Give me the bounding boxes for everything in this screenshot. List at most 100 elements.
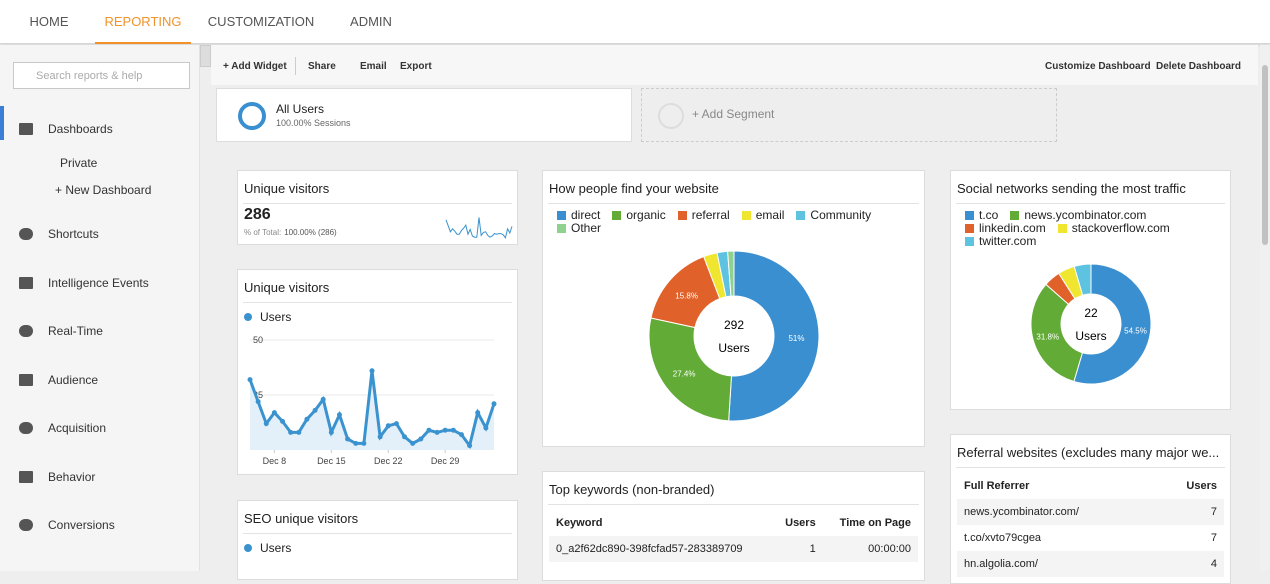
toolbar: + Add Widget Share Email Export Customize Da… bbox=[211, 45, 1258, 85]
sidebar-item[interactable]: Conversions bbox=[48, 518, 115, 532]
legend-item: referral bbox=[677, 209, 730, 222]
donut-slice bbox=[727, 250, 735, 297]
legend-swatch bbox=[1057, 224, 1067, 233]
sidebar-item[interactable]: Behavior bbox=[48, 470, 96, 484]
sidebar-item[interactable]: Dashboards bbox=[48, 122, 113, 136]
point bbox=[304, 416, 310, 422]
nav-tab[interactable]: REPORTING bbox=[95, 0, 191, 44]
point bbox=[336, 412, 342, 418]
search-box[interactable]: Search reports & help bbox=[13, 62, 190, 89]
slice-label: 54.5% bbox=[1124, 326, 1147, 335]
widget: Unique visitors 286 % of Total: 100.00% (28… bbox=[237, 170, 518, 245]
sidebar-subitem[interactable]: + New Dashboard bbox=[55, 183, 152, 197]
add-segment-label: + Add Segment bbox=[692, 107, 775, 121]
legend-swatch bbox=[1010, 211, 1020, 220]
donut-slice bbox=[1030, 283, 1084, 383]
column-header: Time on Page bbox=[839, 517, 911, 529]
toolbar-button[interactable]: Share bbox=[308, 61, 336, 72]
legend-label: twitter.com bbox=[979, 234, 1037, 248]
table-cell: 4 bbox=[1210, 558, 1217, 570]
table-cell: 7 bbox=[1210, 532, 1217, 544]
sidebar-subitem[interactable]: Private bbox=[60, 156, 98, 170]
point bbox=[458, 432, 464, 438]
nav-icon bbox=[19, 277, 33, 289]
column-header: Users bbox=[785, 517, 816, 529]
toolbar-button[interactable]: Delete Dashboard bbox=[1156, 61, 1242, 72]
toolbar-button[interactable]: + Add Widget bbox=[223, 61, 287, 72]
nav-icon bbox=[19, 325, 33, 337]
point bbox=[345, 436, 351, 442]
point bbox=[385, 423, 391, 429]
segment-label: All Users bbox=[276, 102, 325, 116]
point bbox=[442, 427, 448, 433]
point bbox=[288, 429, 294, 435]
center-value: 292 bbox=[724, 318, 744, 332]
legend-dot bbox=[244, 544, 252, 552]
table-row: 0_a2f62dc890-398fcfad57-283389709 1 00:00:… bbox=[549, 536, 918, 562]
nav-tab[interactable]: CUSTOMIZATION bbox=[207, 14, 315, 29]
legend-label: t.co bbox=[979, 208, 999, 222]
legend-label: Users bbox=[260, 541, 292, 555]
sparkline bbox=[445, 217, 513, 239]
slice-label: 31.8% bbox=[1036, 332, 1059, 341]
nav-tab[interactable]: ADMIN bbox=[350, 14, 392, 29]
title-rule bbox=[956, 203, 1225, 204]
widget-title: SEO unique visitors bbox=[244, 511, 359, 526]
legend-item: organic bbox=[612, 208, 666, 222]
point bbox=[320, 396, 326, 402]
legend-item: Other bbox=[557, 222, 601, 235]
table-cell: 0_a2f62dc890-398fcfad57-283389709 bbox=[556, 543, 743, 555]
point bbox=[361, 440, 367, 446]
widget: SEO unique visitors Users bbox=[237, 500, 518, 580]
data-table: Full Referrer Users news.ycombinator.com/7… bbox=[957, 473, 1224, 577]
x-tick-label: Dec 29 bbox=[431, 456, 460, 466]
slice-label: 27.4% bbox=[673, 370, 696, 379]
table-row: news.ycombinator.com/7 bbox=[957, 499, 1224, 525]
title-rule bbox=[243, 302, 512, 303]
legend: t.co news.ycombinator.com linkedin.com stac… bbox=[965, 209, 1195, 248]
legend: direct organic referral email Community Other bbox=[557, 209, 907, 235]
sidebar-item[interactable]: Shortcuts bbox=[48, 227, 99, 241]
toolbar-button[interactable]: Email bbox=[360, 61, 387, 72]
toolbar-button[interactable]: Export bbox=[400, 61, 432, 72]
point bbox=[410, 440, 416, 446]
sidebar-item[interactable]: Real-Time bbox=[48, 324, 103, 338]
nav-tab[interactable]: HOME bbox=[29, 14, 69, 29]
legend-swatch bbox=[741, 211, 751, 220]
legend-swatch bbox=[965, 224, 974, 233]
widget: Referral websites (excludes many major w… bbox=[950, 434, 1231, 584]
widget: Social networks sending the most traffic… bbox=[950, 170, 1231, 410]
sidebar-item[interactable]: Acquisition bbox=[48, 421, 107, 435]
table-row: t.co/xvto79cgea 7 bbox=[957, 525, 1224, 551]
legend-label: linkedin.com bbox=[979, 221, 1046, 235]
legend-dot bbox=[244, 313, 252, 321]
legend-swatch bbox=[557, 224, 566, 233]
point bbox=[491, 401, 497, 407]
title-rule bbox=[548, 504, 919, 505]
legend: Users bbox=[244, 541, 291, 555]
nav-icon bbox=[19, 422, 33, 434]
toolbar-button[interactable]: Customize Dashboard bbox=[1045, 61, 1151, 72]
legend-item: stackoverflow.com bbox=[1057, 222, 1170, 235]
point bbox=[247, 377, 253, 383]
center-label: Users bbox=[718, 341, 749, 355]
sidebar-item[interactable]: Audience bbox=[48, 373, 99, 387]
legend-label: organic bbox=[626, 208, 666, 222]
legend-swatch bbox=[965, 211, 974, 220]
point bbox=[377, 434, 383, 440]
add-segment[interactable]: + Add Segment bbox=[641, 88, 1057, 142]
collapse-button[interactable] bbox=[200, 45, 211, 67]
table-cell: 7 bbox=[1210, 506, 1217, 518]
sidebar-item[interactable]: Intelligence Events bbox=[48, 276, 149, 290]
widget-title: Unique visitors bbox=[244, 280, 330, 295]
point bbox=[328, 429, 334, 435]
legend-swatch bbox=[965, 237, 974, 246]
point bbox=[369, 368, 375, 374]
point bbox=[353, 440, 359, 446]
legend-item: linkedin.com bbox=[965, 222, 1046, 235]
scroll-thumb[interactable] bbox=[1262, 65, 1268, 245]
donut-chart: 54.5% 31.8% 22 Users bbox=[1030, 263, 1152, 385]
point bbox=[426, 427, 432, 433]
segment-all-users[interactable]: All Users 100.00% Sessions bbox=[216, 88, 632, 142]
